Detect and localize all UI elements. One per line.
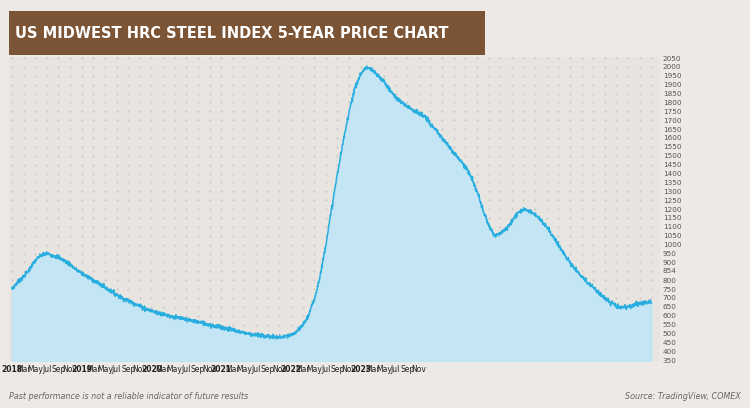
Text: Nov: Nov (132, 365, 147, 374)
Text: Sep: Sep (400, 365, 414, 374)
Text: Mar: Mar (86, 365, 100, 374)
Text: Nov: Nov (411, 365, 426, 374)
Text: 2019: 2019 (71, 365, 92, 374)
Text: Past performance is not a reliable indicator of future results: Past performance is not a reliable indic… (9, 392, 248, 401)
Text: Mar: Mar (16, 365, 31, 374)
Text: Jul: Jul (321, 365, 331, 374)
Text: May: May (166, 365, 182, 374)
Text: 2018: 2018 (2, 365, 22, 374)
Text: Jul: Jul (182, 365, 191, 374)
Text: Mar: Mar (156, 365, 170, 374)
Text: May: May (236, 365, 252, 374)
Text: Mar: Mar (296, 365, 310, 374)
Text: Jul: Jul (391, 365, 400, 374)
Text: Nov: Nov (62, 365, 77, 374)
Text: May: May (97, 365, 112, 374)
Text: Sep: Sep (260, 365, 274, 374)
Text: Sep: Sep (121, 365, 135, 374)
Text: Nov: Nov (341, 365, 356, 374)
Text: 2020: 2020 (141, 365, 162, 374)
Text: Sep: Sep (330, 365, 344, 374)
Text: Nov: Nov (272, 365, 286, 374)
Text: Jul: Jul (112, 365, 122, 374)
Text: Jul: Jul (251, 365, 261, 374)
Text: Jul: Jul (42, 365, 52, 374)
Text: Mar: Mar (226, 365, 240, 374)
Text: 2023: 2023 (350, 365, 371, 374)
Text: May: May (27, 365, 43, 374)
Text: Source: TradingView, COMEX: Source: TradingView, COMEX (626, 392, 741, 401)
Text: Sep: Sep (190, 365, 205, 374)
Text: Mar: Mar (365, 365, 380, 374)
Text: 2022: 2022 (280, 365, 302, 374)
Text: May: May (376, 365, 392, 374)
Text: 2021: 2021 (211, 365, 232, 374)
Text: Nov: Nov (202, 365, 217, 374)
Text: US MIDWEST HRC STEEL INDEX 5-YEAR PRICE CHART: US MIDWEST HRC STEEL INDEX 5-YEAR PRICE … (15, 26, 448, 40)
Text: Sep: Sep (51, 365, 65, 374)
Text: May: May (306, 365, 322, 374)
